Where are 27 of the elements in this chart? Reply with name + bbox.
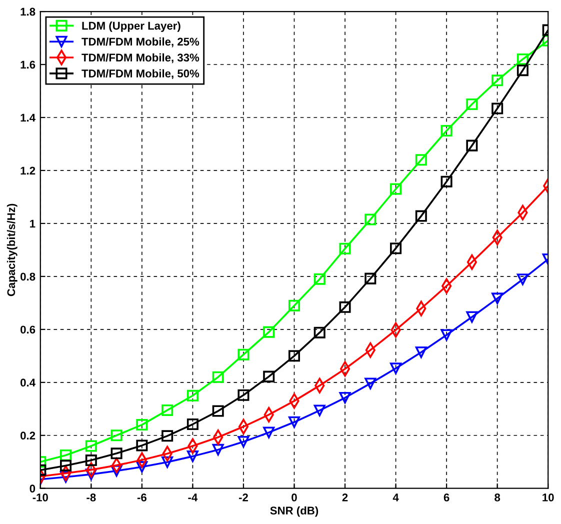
x-tick-label: -2 — [238, 494, 248, 502]
x-axis-title: SNR (dB) — [270, 506, 318, 517]
x-tick-label: 10 — [542, 494, 554, 502]
legend-label: TDM/FDM Mobile, 33% — [82, 53, 200, 64]
x-tick-label: 0 — [292, 494, 297, 502]
y-tick-label: 1.8 — [20, 8, 36, 16]
x-tick-label: -8 — [86, 494, 96, 502]
x-tick-label: 2 — [342, 494, 348, 502]
y-tick-label: 1 — [30, 220, 36, 228]
legend-label: TDM/FDM Mobile, 50% — [82, 69, 200, 80]
y-tick-label: 0 — [30, 484, 36, 493]
y-tick-label: 1.2 — [20, 166, 36, 174]
legend-label: LDM (Upper Layer) — [82, 22, 180, 32]
y-tick-label: 0.8 — [20, 272, 36, 281]
legend-label: TDM/FDM Mobile, 25% — [82, 37, 200, 48]
y-tick-label: 0.4 — [20, 378, 36, 387]
y-tick-label: 1.6 — [20, 60, 36, 69]
y-axis-title: Capacity(bit/s/Hz) — [6, 204, 18, 296]
x-tick-label: -10 — [32, 494, 48, 502]
x-tick-label: 6 — [444, 494, 450, 502]
y-tick-label: 0.6 — [20, 326, 36, 334]
x-tick-label: -6 — [137, 494, 146, 502]
x-tick-label: 8 — [494, 494, 500, 502]
x-tick-label: -4 — [188, 494, 198, 502]
y-tick-label: 0.2 — [20, 432, 36, 440]
y-tick-label: 1.4 — [20, 114, 36, 122]
x-tick-label: 4 — [392, 494, 399, 502]
